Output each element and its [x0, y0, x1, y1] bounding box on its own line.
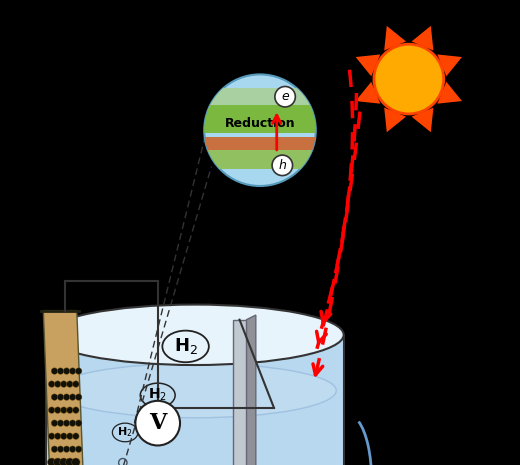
Polygon shape	[437, 82, 462, 104]
Circle shape	[55, 433, 61, 439]
Circle shape	[75, 394, 82, 400]
Circle shape	[63, 446, 70, 452]
Circle shape	[66, 458, 74, 465]
Circle shape	[48, 407, 55, 413]
Circle shape	[63, 420, 70, 426]
Bar	[204, 137, 316, 153]
Circle shape	[69, 368, 76, 374]
Circle shape	[60, 381, 67, 387]
Polygon shape	[356, 82, 380, 104]
Circle shape	[57, 446, 64, 452]
Bar	[204, 105, 316, 133]
Circle shape	[63, 368, 70, 374]
Circle shape	[374, 44, 444, 114]
Circle shape	[55, 407, 61, 413]
Circle shape	[47, 458, 56, 465]
Circle shape	[54, 458, 62, 465]
Circle shape	[57, 394, 64, 400]
Text: H$_2$: H$_2$	[148, 387, 167, 404]
Circle shape	[51, 394, 58, 400]
Circle shape	[272, 155, 293, 176]
Circle shape	[57, 368, 64, 374]
Circle shape	[135, 401, 180, 445]
Circle shape	[67, 433, 73, 439]
Polygon shape	[411, 107, 434, 132]
Circle shape	[48, 381, 55, 387]
Polygon shape	[246, 315, 256, 465]
Polygon shape	[232, 320, 246, 465]
Circle shape	[75, 446, 82, 452]
Circle shape	[69, 420, 76, 426]
Text: H$_2$: H$_2$	[118, 425, 133, 439]
Circle shape	[51, 446, 58, 452]
Circle shape	[67, 381, 73, 387]
Circle shape	[55, 381, 61, 387]
Polygon shape	[437, 54, 462, 76]
Circle shape	[57, 420, 64, 426]
Circle shape	[60, 458, 68, 465]
Polygon shape	[384, 107, 406, 132]
Text: Reduction: Reduction	[225, 117, 295, 130]
Circle shape	[60, 407, 67, 413]
Polygon shape	[384, 26, 406, 51]
Circle shape	[75, 368, 82, 374]
Ellipse shape	[46, 305, 344, 365]
Circle shape	[60, 433, 67, 439]
Circle shape	[72, 458, 80, 465]
Circle shape	[51, 368, 58, 374]
Polygon shape	[411, 26, 434, 51]
Circle shape	[73, 407, 79, 413]
Circle shape	[69, 446, 76, 452]
Circle shape	[48, 433, 55, 439]
Circle shape	[63, 394, 70, 400]
Text: V: V	[149, 412, 166, 434]
Circle shape	[73, 381, 79, 387]
Polygon shape	[356, 54, 380, 76]
Bar	[204, 150, 316, 169]
Circle shape	[204, 74, 316, 186]
Circle shape	[73, 433, 79, 439]
Text: h: h	[278, 159, 286, 172]
Ellipse shape	[54, 364, 336, 418]
Circle shape	[275, 86, 295, 107]
Circle shape	[75, 420, 82, 426]
Circle shape	[51, 420, 58, 426]
Circle shape	[67, 407, 73, 413]
Text: e: e	[281, 90, 289, 103]
Bar	[204, 88, 316, 111]
Text: H$_2$: H$_2$	[174, 336, 198, 357]
Polygon shape	[46, 335, 344, 465]
Text: Water: Water	[46, 123, 92, 138]
Polygon shape	[43, 311, 86, 465]
Circle shape	[69, 394, 76, 400]
